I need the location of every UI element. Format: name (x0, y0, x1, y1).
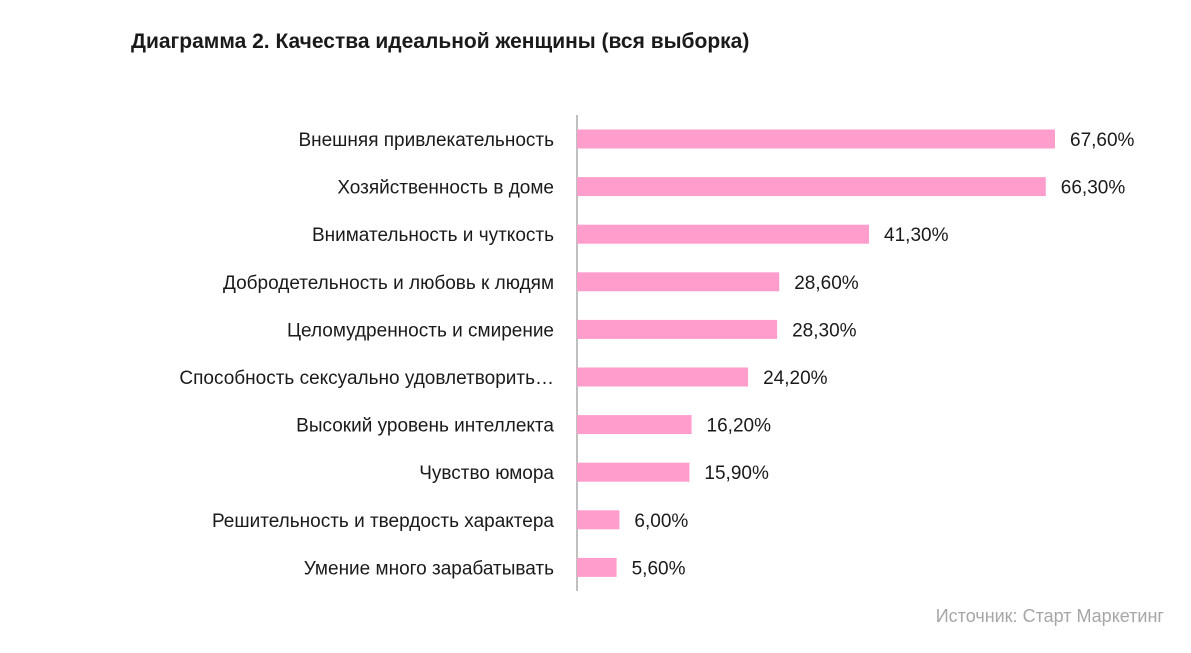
bar (577, 558, 617, 577)
category-label: Чувство юмора (419, 463, 554, 484)
value-label: 66,30% (1061, 178, 1126, 199)
category-label: Добродетельность и любовь к людям (223, 273, 554, 294)
category-label: Высокий уровень интеллекта (296, 416, 554, 437)
value-label: 16,20% (707, 416, 772, 437)
bar (577, 320, 777, 339)
bar (577, 130, 1055, 149)
bar (577, 177, 1046, 196)
category-label: Решительность и твердость характера (212, 511, 554, 532)
bar (577, 415, 692, 434)
value-label: 6,00% (634, 511, 688, 532)
bar (577, 463, 689, 482)
value-label: 28,30% (792, 320, 857, 341)
category-label: Целомудренность и смирение (287, 320, 554, 341)
category-label: Хозяйственность в доме (337, 178, 554, 199)
bar (577, 272, 779, 291)
category-label: Внимательность и чуткость (312, 225, 554, 246)
category-label: Умение много зарабатывать (304, 558, 554, 579)
bar (577, 368, 748, 387)
bar (577, 225, 869, 244)
category-labels-group: Внешняя привлекательность Хозяйственность… (179, 130, 554, 579)
value-labels-group: 67,60% 66,30% 41,30% 28,60% 28,30% 24,20% 16,2… (632, 130, 1135, 579)
source-note: Источник: Старт Маркетинг (936, 606, 1164, 627)
bar (577, 510, 619, 529)
category-label: Способность сексуально удовлетворить… (179, 368, 554, 389)
value-label: 28,60% (794, 273, 859, 294)
value-label: 41,30% (884, 225, 949, 246)
value-label: 67,60% (1070, 130, 1135, 151)
value-label: 24,20% (763, 368, 828, 389)
value-label: 5,60% (632, 558, 686, 579)
value-label: 15,90% (704, 463, 769, 484)
category-label: Внешняя привлекательность (298, 130, 554, 151)
bars-group (577, 130, 1055, 577)
